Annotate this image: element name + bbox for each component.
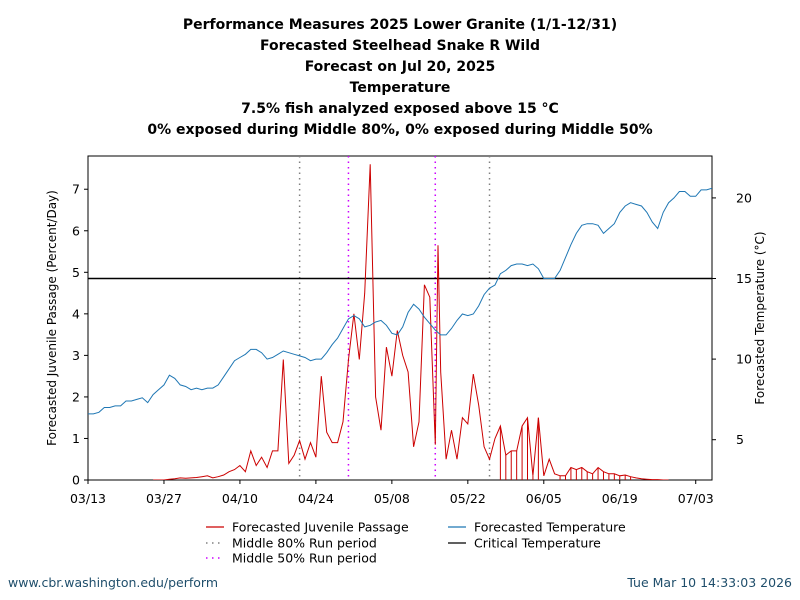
plot-area [87,155,713,481]
x-axis: 03/13 03/27 04/10 04/24 05/08 05/22 06/05 06/19… [70,480,714,506]
legend-item-5: Middle 50% Run period [206,551,377,566]
title-line-3: Forecast on Jul 20, 2025 [305,59,496,75]
right-axis-label: Forecasted Temperature (°C) [753,231,767,404]
x-tick-label: 06/19 [602,491,638,506]
plot-marks [88,156,712,480]
x-tick-label: 06/05 [526,491,562,506]
x-tick-label: 04/10 [222,491,258,506]
x-tick-label: 03/13 [70,491,106,506]
x-tick-label: 05/08 [374,491,410,506]
right-tick-label: 15 [736,271,752,286]
chart-title: Performance Measures 2025 Lower Granite … [147,17,652,138]
x-tick-label: 03/27 [146,491,182,506]
left-tick-label: 2 [72,389,80,404]
legend-label: Forecasted Temperature [474,520,626,535]
legend-label: Middle 50% Run period [232,551,377,566]
right-axis: 5 10 15 20 [712,190,752,447]
right-tick-label: 5 [736,432,744,447]
legend-item-1: Forecasted Juvenile Passage [206,520,409,535]
left-tick-label: 5 [72,265,80,280]
legend-item-2: Forecasted Temperature [448,520,626,535]
left-tick-label: 6 [72,223,80,238]
legend-item-4: Critical Temperature [448,536,601,551]
legend-label: Middle 80% Run period [232,536,377,551]
x-tick-label: 05/22 [450,491,486,506]
left-axis: 0 1 2 3 4 5 6 7 [72,182,88,488]
temperature-series-line [88,187,712,415]
title-line-6: 0% exposed during Middle 80%, 0% exposed… [147,122,652,138]
legend-label: Forecasted Juvenile Passage [232,520,409,535]
right-tick-label: 20 [736,190,752,205]
title-line-2: Forecasted Steelhead Snake R Wild [260,38,540,54]
legend: Forecasted Juvenile Passage Forecasted Te… [206,520,626,566]
footer-timestamp: Tue Mar 10 14:33:03 2026 [627,575,792,590]
title-line-4: Temperature [350,80,451,96]
left-tick-label: 3 [72,348,80,363]
footer-url: www.cbr.washington.edu/perform [8,575,219,590]
right-tick-label: 10 [736,352,752,367]
title-line-5: 7.5% fish analyzed exposed above 15 °C [241,101,559,117]
legend-label: Critical Temperature [474,536,601,551]
x-tick-label: 07/03 [678,491,714,506]
left-tick-label: 0 [72,473,80,488]
left-tick-label: 1 [72,431,80,446]
passage-series-line [153,164,669,480]
title-line-1: Performance Measures 2025 Lower Granite … [183,17,617,33]
legend-item-3: Middle 80% Run period [206,536,377,551]
left-axis-label: Forecasted Juvenile Passage (Percent/Day… [45,190,59,446]
left-tick-label: 4 [72,306,80,321]
x-tick-label: 04/24 [298,491,334,506]
left-tick-label: 7 [72,182,80,197]
